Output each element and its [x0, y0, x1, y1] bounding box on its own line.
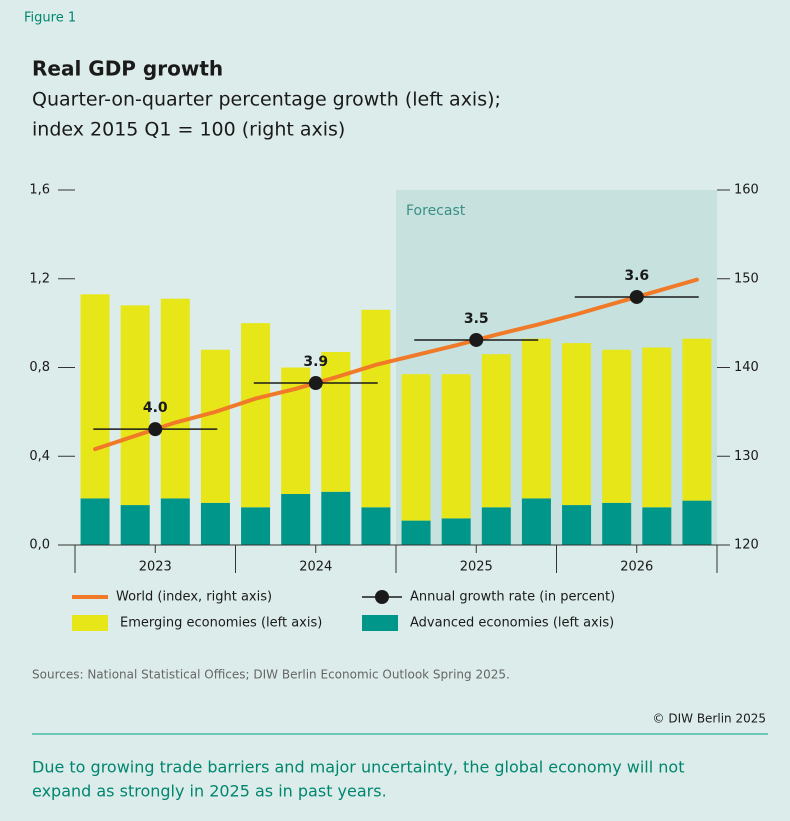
- y2-tick-label: 160: [734, 183, 759, 198]
- bar-segment: [441, 518, 471, 545]
- bar-segment: [361, 507, 391, 545]
- bar-segment: [401, 520, 431, 545]
- annual-label: 3.5: [464, 311, 489, 327]
- legend-swatch: [362, 615, 398, 631]
- y-tick-label: 0,0: [29, 538, 50, 553]
- annual-label: 3.9: [303, 354, 328, 370]
- annual-label: 4.0: [143, 400, 168, 416]
- bar-segment: [642, 347, 672, 508]
- x-tick-label: 2023: [139, 560, 172, 575]
- bar-segment: [160, 298, 190, 499]
- y-tick-label: 1,2: [29, 271, 50, 286]
- copyright: © DIW Berlin 2025: [653, 712, 766, 726]
- y-tick-label: 0,4: [29, 449, 50, 464]
- legend-label: Emerging economies (left axis): [120, 616, 322, 631]
- y-tick-label: 1,6: [29, 183, 50, 198]
- bar-segment: [602, 349, 632, 503]
- legend-label: Annual growth rate (in percent): [410, 590, 615, 605]
- bar-segment: [481, 507, 511, 545]
- bar-segment: [200, 502, 230, 545]
- bar-segment: [80, 498, 110, 545]
- annual-dot: [148, 422, 163, 437]
- bar-segment: [241, 323, 271, 508]
- source-note: Sources: National Statistical Offices; D…: [32, 668, 510, 682]
- y2-tick-label: 140: [734, 360, 759, 375]
- chart-subtitle: index 2015 Q1 = 100 (right axis): [32, 119, 345, 141]
- bar-segment: [521, 338, 551, 499]
- caption: Due to growing trade barriers and major …: [32, 758, 684, 777]
- bar-segment: [120, 505, 150, 545]
- y-tick-label: 0,8: [29, 360, 50, 375]
- x-tick-label: 2025: [460, 560, 493, 575]
- caption: expand as strongly in 2025 as in past ye…: [32, 782, 387, 801]
- legend-label: World (index, right axis): [116, 590, 272, 605]
- chart-title: Real GDP growth: [32, 57, 223, 81]
- bar-segment: [562, 343, 592, 506]
- y2-tick-label: 150: [734, 271, 759, 286]
- bar-segment: [521, 498, 551, 545]
- bar-segment: [200, 349, 230, 503]
- annual-dot: [629, 289, 644, 304]
- forecast-label: Forecast: [406, 203, 466, 219]
- annual-dot: [469, 332, 484, 347]
- chart-subtitle: Quarter-on-quarter percentage growth (le…: [32, 89, 501, 111]
- y2-tick-label: 130: [734, 449, 759, 464]
- bar-segment: [160, 498, 190, 545]
- y2-tick-label: 120: [734, 538, 759, 553]
- legend-swatch: [375, 590, 389, 604]
- legend-swatch: [72, 615, 108, 631]
- bar-segment: [602, 502, 632, 545]
- annual-dot: [308, 376, 323, 391]
- bar-segment: [80, 294, 110, 499]
- bar-segment: [481, 354, 511, 508]
- x-tick-label: 2024: [299, 560, 332, 575]
- figure-label: Figure 1: [24, 11, 76, 26]
- bar-segment: [241, 507, 271, 545]
- bar-segment: [120, 305, 150, 506]
- bar-segment: [441, 374, 471, 519]
- legend-label: Advanced economies (left axis): [410, 616, 614, 631]
- annual-label: 3.6: [624, 268, 649, 284]
- bar-segment: [562, 505, 592, 545]
- bar-segment: [401, 374, 431, 521]
- bar-segment: [321, 491, 351, 545]
- bar-segment: [361, 309, 391, 508]
- x-tick-label: 2026: [620, 560, 653, 575]
- bar-segment: [642, 507, 672, 545]
- bar-segment: [682, 500, 712, 545]
- bar-segment: [682, 338, 712, 501]
- bar-segment: [281, 493, 311, 545]
- world-line: [93, 277, 699, 452]
